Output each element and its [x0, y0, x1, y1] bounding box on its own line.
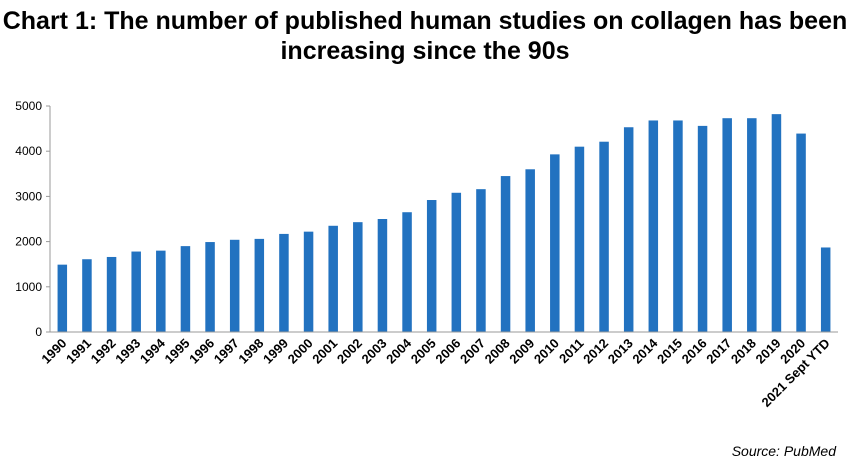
chart-title-line-1: Chart 1: The number of published human s… — [2, 7, 848, 35]
bar — [451, 192, 462, 332]
x-tick-label: 2017 — [703, 336, 734, 367]
x-tick-label: 1993 — [112, 336, 143, 367]
bar — [106, 256, 117, 332]
bar — [525, 169, 535, 332]
x-tick-label: 2002 — [334, 336, 365, 367]
x-tick-label: 2011 — [556, 336, 587, 367]
x-tick-label: 2008 — [482, 336, 513, 367]
plot-area: 0100020003000400050001990199119921993199… — [15, 99, 838, 410]
x-tick-label: 2012 — [580, 336, 611, 367]
bar — [426, 200, 437, 332]
y-tick-label: 4000 — [15, 144, 42, 158]
x-tick-label: 1991 — [63, 336, 94, 367]
bar — [771, 114, 782, 332]
bar — [156, 250, 166, 332]
bar — [402, 212, 412, 332]
bar — [353, 222, 363, 332]
y-tick-label: 0 — [35, 325, 42, 339]
bar — [697, 125, 708, 332]
bar — [57, 264, 68, 332]
x-tick-label: 2019 — [753, 336, 784, 367]
x-tick-label: 2018 — [728, 336, 759, 367]
bar — [574, 146, 585, 332]
bar — [82, 259, 92, 332]
bar — [377, 219, 388, 332]
bar — [500, 176, 511, 332]
x-tick-label: 2004 — [383, 335, 415, 367]
y-tick-label: 5000 — [15, 99, 42, 113]
x-tick-label: 2016 — [679, 336, 710, 367]
bar — [648, 120, 659, 333]
x-tick-label: 2005 — [408, 336, 439, 367]
bar — [722, 118, 732, 332]
x-tick-label: 2009 — [506, 336, 537, 367]
bar — [673, 120, 683, 333]
bar — [599, 141, 609, 332]
bar — [254, 238, 265, 332]
x-tick-label: 1999 — [260, 336, 291, 367]
chart-title-line-2: increasing since the 90s — [280, 37, 570, 65]
bar — [623, 127, 634, 332]
x-tick-label: 1994 — [137, 335, 169, 367]
bar — [279, 233, 289, 332]
x-tick-label: 2006 — [432, 336, 463, 367]
bar — [205, 242, 215, 332]
bar — [476, 189, 486, 332]
x-tick-label: 1997 — [211, 336, 242, 367]
x-tick-label: 2000 — [285, 336, 316, 367]
x-tick-label: 1998 — [235, 336, 266, 367]
x-tick-label: 2014 — [629, 335, 661, 367]
bar — [131, 251, 141, 332]
bar — [180, 246, 191, 332]
bar — [303, 231, 314, 332]
x-tick-label: 2003 — [359, 336, 390, 367]
x-tick-label: 1996 — [186, 336, 217, 367]
bar — [796, 133, 806, 332]
x-tick-label: 1990 — [38, 336, 69, 367]
y-tick-label: 1000 — [15, 280, 42, 294]
x-tick-label: 2013 — [605, 336, 636, 367]
x-tick-label: 1992 — [88, 336, 119, 367]
x-tick-label: 2015 — [654, 336, 685, 367]
x-tick-label: 2007 — [457, 336, 488, 367]
bar — [229, 239, 240, 332]
bar — [550, 154, 560, 332]
chart-title: Chart 1: The number of published human s… — [0, 6, 850, 66]
x-tick-label: 2010 — [531, 336, 562, 367]
x-tick-label: 2001 — [309, 336, 340, 367]
source-note: Source: PubMed — [731, 443, 836, 459]
bar — [747, 118, 757, 332]
bar — [820, 247, 831, 332]
x-tick-label: 1995 — [162, 336, 193, 367]
y-tick-label: 2000 — [15, 235, 42, 249]
y-tick-label: 3000 — [15, 189, 42, 203]
bar — [328, 225, 338, 332]
